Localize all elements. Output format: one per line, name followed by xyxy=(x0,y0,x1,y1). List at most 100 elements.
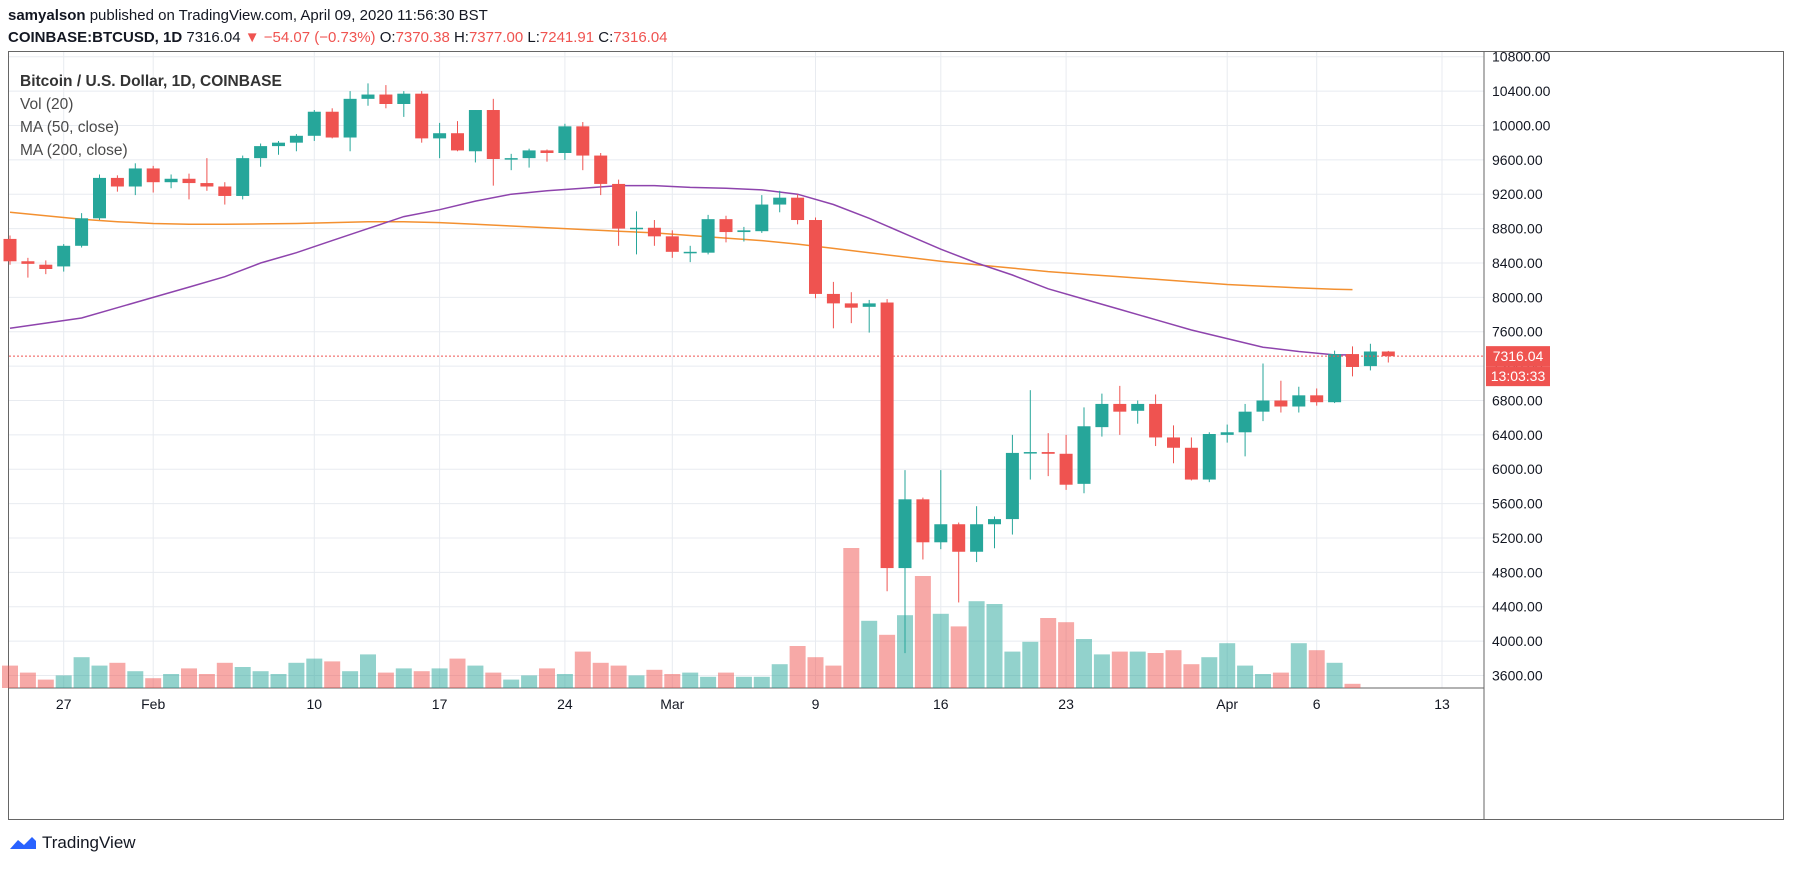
volume-bar xyxy=(91,665,108,688)
candle-body xyxy=(1202,434,1216,480)
volume-bar xyxy=(753,676,770,688)
legend-volume[interactable]: Vol (20) xyxy=(20,96,74,113)
candle-body xyxy=(773,197,787,205)
candle-body xyxy=(1256,400,1270,412)
x-tick-label: 13 xyxy=(1434,696,1450,712)
candle-body xyxy=(898,499,912,569)
volume-bar xyxy=(574,651,591,688)
volume-bar xyxy=(932,613,949,688)
volume-bar xyxy=(789,646,806,688)
candle-body xyxy=(1113,403,1127,412)
y-tick-label: 4000.00 xyxy=(1492,633,1543,649)
countdown-label: 13:03:33 xyxy=(1491,368,1546,384)
x-tick-label: 6 xyxy=(1313,696,1321,712)
close-value: 7316.04 xyxy=(613,29,668,46)
candle-body xyxy=(504,158,518,160)
candle-body xyxy=(379,94,393,104)
author-name[interactable]: samyalson xyxy=(8,7,86,24)
candle-body xyxy=(236,158,250,196)
x-tick-label: 27 xyxy=(56,696,72,712)
last-price-tag xyxy=(1486,346,1550,367)
candle-body xyxy=(647,227,661,237)
candle-body xyxy=(93,177,106,219)
candle-body xyxy=(1381,351,1395,357)
y-tick-label: 5200.00 xyxy=(1492,530,1543,546)
volume-bar xyxy=(252,671,269,688)
volume-bar xyxy=(610,665,627,688)
volume-bar xyxy=(342,671,359,688)
volume-bar xyxy=(861,620,878,688)
candle-body xyxy=(57,245,71,267)
volume-bar xyxy=(968,601,985,688)
volume-bar xyxy=(700,676,717,688)
volume-bar xyxy=(270,674,287,688)
volume-bar xyxy=(1040,618,1057,688)
volume-bar xyxy=(539,668,555,688)
candle-body xyxy=(1184,447,1198,480)
legend-ma200[interactable]: MA (200, close) xyxy=(20,142,128,159)
volume-bar xyxy=(1255,674,1271,688)
candle-body xyxy=(988,519,1001,525)
candle-body xyxy=(970,524,984,552)
candle-body xyxy=(1149,403,1163,438)
symbol-label: COINBASE:BTCUSD, 1D xyxy=(8,29,183,46)
candle-body xyxy=(683,251,697,254)
tradingview-logo[interactable]: TradingView xyxy=(8,833,136,853)
volume-bar xyxy=(1076,639,1092,688)
volume-bar xyxy=(145,678,162,688)
volume-bar xyxy=(1165,650,1182,688)
candle-body xyxy=(361,94,375,99)
open-label: O: xyxy=(379,29,396,46)
candle-body xyxy=(755,204,769,232)
candle-body xyxy=(862,303,876,307)
candle-body xyxy=(1077,426,1091,484)
price-change: −54.07 (−0.73%) xyxy=(263,29,376,46)
volume-bar xyxy=(556,674,573,688)
volume-bar xyxy=(288,662,305,688)
volume-bar xyxy=(1111,651,1128,688)
volume-bar xyxy=(395,668,412,688)
volume-bar xyxy=(306,658,323,688)
volume-bar xyxy=(55,675,72,688)
legend-symbol[interactable]: Bitcoin / U.S. Dollar, 1D, COINBASE xyxy=(20,73,282,90)
candle-body xyxy=(737,230,751,233)
candle-body xyxy=(182,178,196,184)
volume-bar xyxy=(825,665,842,688)
candle-body xyxy=(952,524,966,552)
candle-body xyxy=(1310,395,1324,403)
y-tick-label: 8800.00 xyxy=(1492,221,1543,237)
y-tick-label: 9600.00 xyxy=(1492,152,1543,168)
volume-bar xyxy=(771,664,788,688)
brand-name: TradingView xyxy=(42,833,136,852)
volume-bar xyxy=(198,674,215,688)
chart-panel[interactable] xyxy=(8,51,1784,820)
candle-body xyxy=(468,110,482,152)
candle-body xyxy=(1131,403,1145,411)
candle-body xyxy=(701,219,715,253)
candle-body xyxy=(3,238,17,262)
x-tick-label: 24 xyxy=(557,696,573,712)
volume-bar xyxy=(377,672,394,688)
candle-body xyxy=(289,135,303,143)
volume-bar xyxy=(950,626,967,688)
countdown-tag xyxy=(1486,366,1550,387)
volume-bar xyxy=(1022,641,1039,688)
candle-body xyxy=(451,133,464,151)
candle-body xyxy=(486,110,500,160)
candle-body xyxy=(844,303,858,308)
volume-bar xyxy=(1147,653,1164,688)
y-tick-label: 9200.00 xyxy=(1492,186,1543,202)
legend-ma50[interactable]: MA (50, close) xyxy=(20,119,120,136)
volume-bar xyxy=(324,661,341,688)
volume-bar xyxy=(503,679,520,688)
candle-body xyxy=(218,186,232,196)
high-label: H: xyxy=(453,29,469,46)
volume-bar xyxy=(467,665,484,688)
y-tick-label: 4800.00 xyxy=(1492,564,1543,580)
y-tick-label: 10800.00 xyxy=(1492,49,1551,65)
volume-bar xyxy=(2,665,18,688)
volume-bar xyxy=(807,657,824,688)
candle-body xyxy=(325,111,339,138)
last-price-tag-label: 7316.04 xyxy=(1493,348,1544,364)
